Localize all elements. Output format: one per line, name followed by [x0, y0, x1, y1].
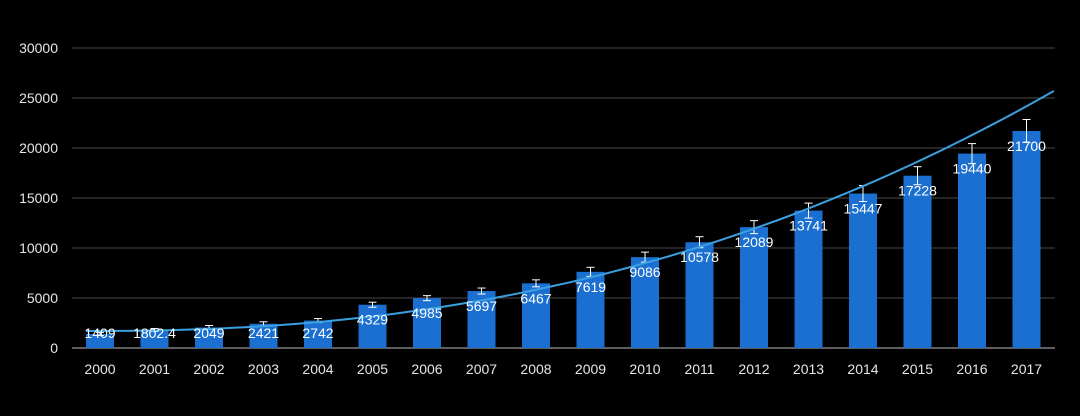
- x-tick-label: 2015: [902, 361, 933, 377]
- x-tick-label: 2001: [139, 361, 170, 377]
- data-label: 1409: [84, 325, 115, 341]
- error-bar: [368, 301, 377, 308]
- x-tick-label: 2012: [738, 361, 769, 377]
- bar: [794, 210, 823, 348]
- data-label: 4985: [411, 305, 442, 321]
- y-tick-label: 20000: [19, 140, 58, 156]
- data-label: 6467: [520, 290, 551, 306]
- bars: [86, 131, 1041, 348]
- y-axis: 0 5000 10000 15000 20000 25000 30000: [19, 40, 58, 356]
- data-label: 5697: [466, 298, 497, 314]
- bar: [86, 333, 114, 348]
- x-tick-label: 2013: [793, 361, 824, 377]
- bar: [413, 298, 441, 348]
- data-label: 13741: [789, 218, 828, 234]
- bar: [522, 283, 550, 348]
- error-bar: [804, 202, 813, 219]
- data-label: 10578: [680, 249, 719, 265]
- bar: [740, 227, 768, 348]
- data-label: 17228: [898, 183, 937, 199]
- error-bar: [750, 220, 758, 235]
- x-tick-label: 2005: [357, 361, 388, 377]
- x-tick-label: 2009: [575, 361, 606, 377]
- data-label: 7619: [575, 279, 606, 295]
- x-tick-label: 2014: [847, 361, 878, 377]
- bar: [358, 304, 387, 348]
- data-label: 2049: [193, 325, 224, 341]
- x-tick-label: 2008: [520, 361, 551, 377]
- trend-line: [86, 90, 1055, 332]
- bar: [958, 153, 986, 348]
- x-tick-label: 2006: [411, 361, 442, 377]
- bar: [849, 193, 877, 348]
- x-tick-label: 2017: [1011, 361, 1042, 377]
- x-tick-label: 2004: [302, 361, 333, 377]
- x-tick-label: 2011: [684, 361, 714, 377]
- y-tick-label: 0: [50, 340, 58, 356]
- x-tick-label: 2000: [84, 361, 115, 377]
- y-tick-label: 30000: [19, 40, 58, 56]
- data-label: 9086: [629, 264, 660, 280]
- data-label: 2421: [248, 325, 279, 341]
- error-bar: [96, 331, 104, 336]
- error-bar: [1022, 119, 1031, 143]
- x-tick-label: 2007: [466, 361, 497, 377]
- bar: [1012, 131, 1041, 348]
- bar: [576, 271, 605, 348]
- x-tick-label: 2002: [193, 361, 224, 377]
- data-label: 4329: [357, 312, 388, 328]
- bar: [903, 175, 932, 348]
- data-label: 21700: [1007, 138, 1046, 154]
- bar: [304, 320, 332, 348]
- data-label: 19440: [953, 161, 992, 177]
- bar: [631, 257, 659, 348]
- error-bar: [913, 166, 922, 186]
- x-axis: 2000 2001 2002 2003 2004 2005 2006 2007 2008 2009…: [84, 361, 1042, 377]
- y-tick-label: 15000: [19, 190, 58, 206]
- data-label: 15447: [844, 201, 883, 217]
- y-tick-label: 10000: [19, 240, 58, 256]
- error-bar: [477, 287, 486, 295]
- data-labels: 1409 1802.4 2049 2421 2742 4329 4985 5697 6467 76…: [84, 138, 1046, 341]
- data-label: 1802.4: [133, 325, 176, 341]
- data-label: 12089: [735, 234, 774, 250]
- trendline: [86, 90, 1055, 332]
- x-tick-label: 2016: [956, 361, 987, 377]
- bar: [249, 323, 278, 348]
- data-label: 2742: [302, 325, 333, 341]
- error-bar: [968, 143, 976, 165]
- bar: [195, 327, 223, 348]
- bar: [685, 242, 714, 348]
- error-bar: [532, 279, 540, 288]
- bar: [140, 329, 169, 348]
- x-tick-label: 2003: [248, 361, 279, 377]
- y-tick-label: 25000: [19, 90, 58, 106]
- gridlines: [72, 47, 1055, 349]
- y-tick-label: 5000: [27, 290, 58, 306]
- error-bar: [423, 295, 431, 302]
- x-tick-label: 2010: [629, 361, 660, 377]
